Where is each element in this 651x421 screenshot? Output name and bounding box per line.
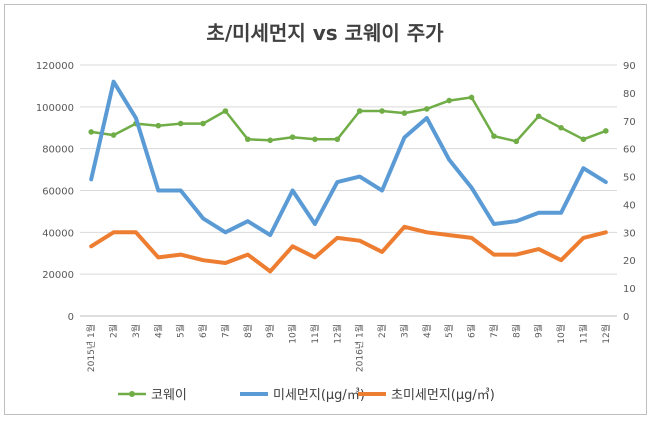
data-point <box>245 136 251 143</box>
x-tick-label: 12월 <box>331 324 343 344</box>
data-point <box>312 136 318 143</box>
right-tick-label: 60 <box>623 145 636 156</box>
data-point <box>289 134 296 140</box>
x-tick-label: 3월 <box>398 324 410 338</box>
data-point <box>356 108 363 114</box>
legend-label: 코웨이 <box>151 388 187 403</box>
data-point <box>222 108 229 114</box>
x-tick-label: 2월 <box>376 324 388 338</box>
x-tick-label: 10월 <box>555 324 567 344</box>
x-tick-label: 2월 <box>108 324 120 338</box>
legend: 코웨이 미세먼지(μg/㎥) 초미세먼지(μg/㎥) <box>118 388 495 403</box>
x-tick-label: 11월 <box>309 324 321 344</box>
left-tick-label: 80000 <box>42 145 74 156</box>
data-point <box>88 129 94 135</box>
data-point <box>424 106 430 112</box>
x-tick-label: 7월 <box>488 324 500 338</box>
x-tick-label: 7월 <box>219 324 231 338</box>
x-tick-label: 4월 <box>421 324 433 338</box>
right-tick-label: 80 <box>623 89 636 100</box>
left-tick-label: 120000 <box>36 61 74 72</box>
x-tick-label: 9월 <box>264 324 276 338</box>
series-group <box>88 79 609 274</box>
data-point <box>155 122 162 129</box>
x-tick-label: 2016년 1월 <box>354 324 366 372</box>
left-tick-label: 40000 <box>42 228 74 239</box>
x-tick-label: 9월 <box>533 324 545 338</box>
right-tick-label: 0 <box>623 312 629 323</box>
right-tick-label: 10 <box>623 284 636 295</box>
series-line <box>89 96 608 143</box>
data-point <box>267 137 273 144</box>
left-axis-ticks: 0 20000 40000 60000 80000 100000 120000 <box>36 61 74 323</box>
right-tick-label: 20 <box>623 256 636 267</box>
right-tick-label: 70 <box>623 117 636 128</box>
data-point <box>110 132 117 138</box>
x-tick-label: 10월 <box>287 324 299 344</box>
left-tick-label: 100000 <box>36 103 74 114</box>
data-point <box>401 110 408 116</box>
legend-marker <box>129 391 135 397</box>
x-tick-label: 8월 <box>510 324 522 338</box>
x-tick-label: 4월 <box>152 324 164 338</box>
chart-frame <box>4 4 647 415</box>
x-tick-label: 6월 <box>466 324 478 338</box>
data-point <box>513 138 520 145</box>
series-line <box>89 79 608 238</box>
chart-title: 초/미세먼지 vs 코웨이 주가 <box>206 21 444 45</box>
left-tick-label: 60000 <box>42 187 74 198</box>
data-point <box>535 113 542 120</box>
x-tick-label: 6월 <box>197 324 209 338</box>
data-point <box>200 120 206 127</box>
legend-label: 초미세먼지(μg/㎥) <box>391 388 495 403</box>
right-tick-label: 40 <box>623 200 636 211</box>
grid-lines <box>80 64 617 317</box>
x-tick-label: 2015년 1월 <box>85 324 97 372</box>
data-point <box>446 97 452 104</box>
x-tick-label: 3월 <box>130 324 142 338</box>
x-tick-label: 5월 <box>175 324 187 338</box>
left-tick-label: 20000 <box>42 270 74 281</box>
data-point <box>334 136 341 143</box>
data-point <box>580 136 587 143</box>
data-point <box>603 128 609 134</box>
data-point <box>558 124 564 131</box>
x-tick-label: 11월 <box>577 324 589 344</box>
right-tick-label: 50 <box>623 173 636 184</box>
series-line <box>89 224 608 274</box>
data-point <box>379 108 385 114</box>
right-tick-label: 90 <box>623 61 636 72</box>
x-tick-label: 5월 <box>443 324 455 338</box>
left-tick-label: 0 <box>68 312 74 323</box>
data-point <box>177 120 184 127</box>
legend-label: 미세먼지(μg/㎥) <box>273 388 365 403</box>
x-axis-ticks: 2015년 1월 2월 3월 4월 5월 6월 7월 8월 9월 10월 11월 12월 2016년 1… <box>85 324 612 372</box>
x-tick-label: 12월 <box>600 324 612 344</box>
right-axis-ticks: 0 10 20 30 40 50 60 70 80 90 <box>623 61 636 323</box>
right-tick-label: 30 <box>623 228 636 239</box>
data-point <box>468 94 475 101</box>
data-point <box>491 133 497 139</box>
x-tick-label: 8월 <box>242 324 254 338</box>
